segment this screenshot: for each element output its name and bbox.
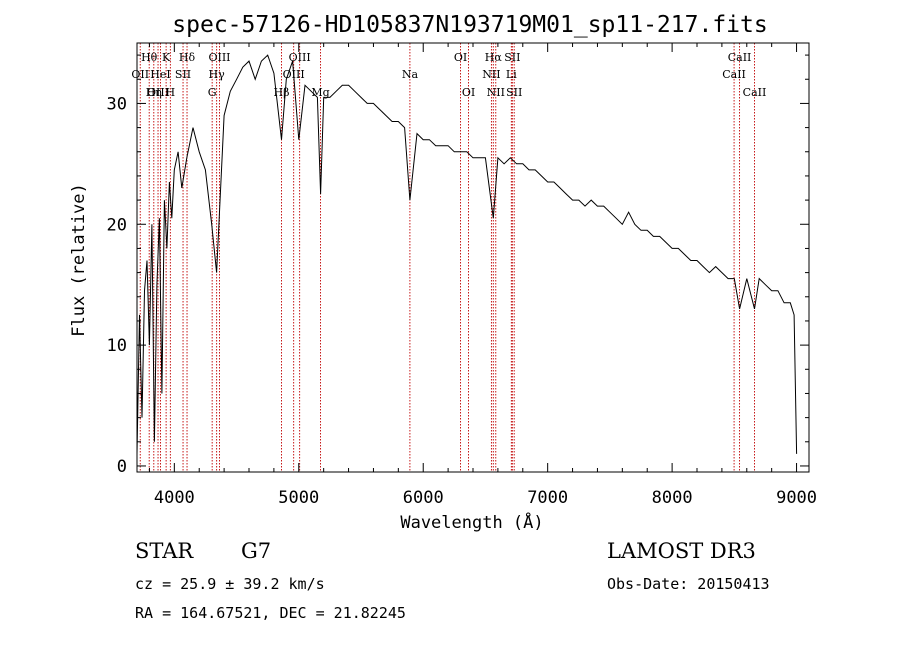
emission-line-labels: OIIHθHηOIIIHeIKHSIIHδGHγOIIIHβOIIIOIIIMg… [131, 51, 766, 99]
line-label-18: OI [462, 86, 475, 99]
line-label-2: Hη [146, 86, 162, 99]
line-label-7: SII [175, 68, 191, 81]
x-axis-ticks: 4000 5000 6000 7000 8000 9000 [148, 43, 817, 508]
y-axis-label: Flux (relative) [69, 183, 89, 337]
line-label-27: CaII [743, 86, 767, 99]
line-label-3: OIII [147, 86, 169, 99]
x-tick-label-3: 7000 [527, 488, 568, 508]
line-label-26: CaII [728, 51, 752, 64]
y-tick-label-1: 10 [107, 336, 127, 356]
line-label-9: G [208, 86, 217, 99]
line-label-14: OIII [289, 51, 311, 64]
line-label-11: OIII [208, 51, 230, 64]
line-label-4: HeI [150, 68, 170, 81]
coordinates: RA = 164.67521, DEC = 21.82245 [135, 604, 406, 622]
line-label-22: Li [506, 68, 517, 81]
line-label-23: SII [504, 51, 520, 64]
line-label-19: NII [482, 68, 500, 81]
x-tick-label-2: 6000 [403, 488, 444, 508]
line-label-25: CaII [722, 68, 746, 81]
line-label-5: K [162, 51, 171, 64]
plot-frame [136, 42, 810, 473]
chart-title: spec-57126-HD105837N193719M01_sp11-217.f… [172, 12, 767, 38]
survey-name: LAMOST DR3 [607, 539, 756, 563]
line-label-20: Hα [485, 51, 503, 64]
x-tick-label-0: 4000 [154, 488, 195, 508]
spectrum-line [136, 54, 798, 454]
line-label-8: Hδ [179, 51, 196, 64]
y-tick-label-2: 20 [107, 215, 127, 235]
x-tick-label-1: 5000 [278, 488, 319, 508]
line-label-16: Na [402, 68, 419, 81]
y-tick-label-3: 30 [107, 94, 127, 114]
line-label-21: NII [487, 86, 505, 99]
line-label-0: OII [131, 68, 149, 81]
x-tick-label-5: 9000 [776, 488, 817, 508]
y-tick-label-0: 0 [117, 457, 127, 477]
line-label-17: OI [454, 51, 467, 64]
line-label-10: Hγ [209, 68, 226, 81]
line-label-1: Hθ [141, 51, 158, 64]
line-label-24: SII [506, 86, 522, 99]
x-tick-label-4: 8000 [652, 488, 693, 508]
emission-line-markers [139, 43, 755, 472]
y-axis-ticks: 0 10 20 30 [107, 54, 809, 477]
x-axis-label: Wavelength (Å) [400, 511, 543, 533]
spectral-subclass: G7 [241, 539, 272, 563]
line-label-6: H [166, 86, 176, 99]
object-class: STAR [135, 539, 194, 563]
redshift-info: cz = 25.9 ± 39.2 km/s [135, 575, 325, 593]
observation-date: Obs-Date: 20150413 [607, 575, 770, 593]
